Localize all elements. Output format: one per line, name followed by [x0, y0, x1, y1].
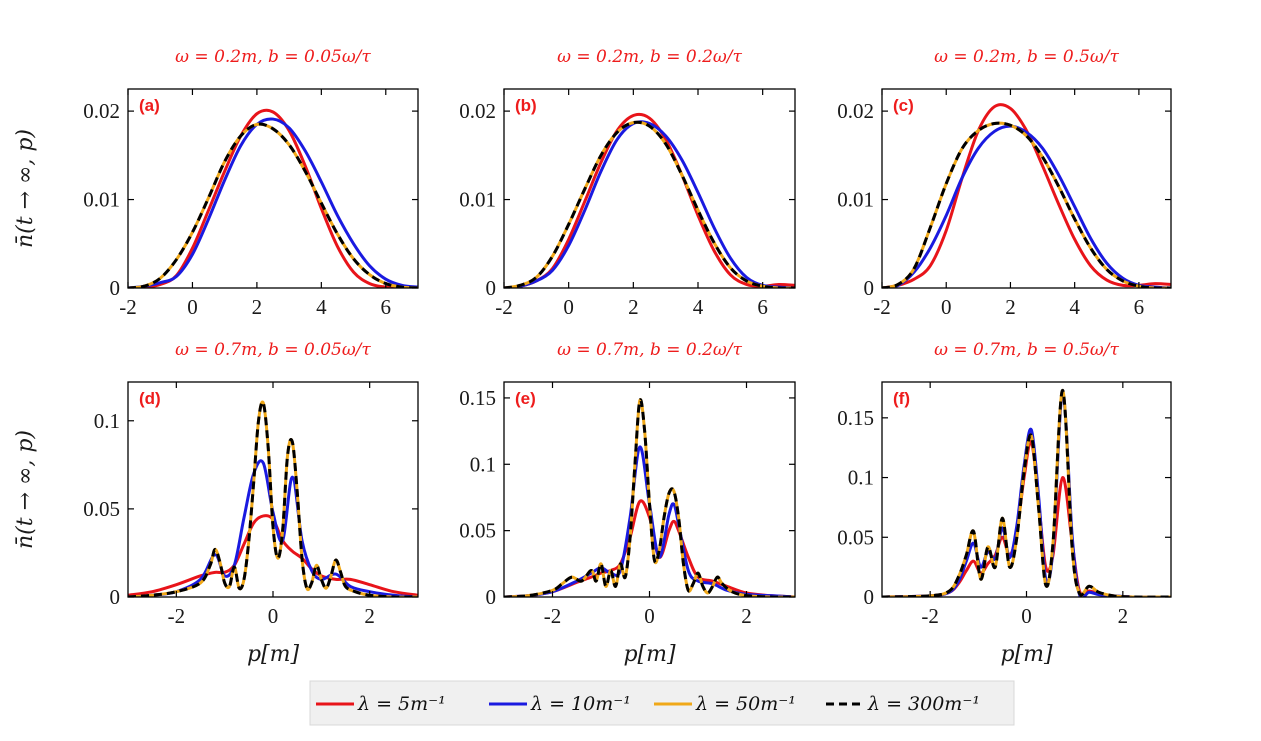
y-tick-label: 0: [486, 276, 497, 300]
panel-label: (a): [139, 96, 160, 115]
series-line: [128, 400, 418, 597]
y-tick-label: 0.05: [837, 525, 874, 549]
series-line: [504, 120, 795, 288]
x-tick-label: -2: [119, 295, 137, 319]
panel-title: ω = 0.7m, b = 0.5ω/τ: [934, 340, 1119, 360]
x-tick-label: -2: [495, 295, 513, 319]
x-tick-label: 2: [628, 295, 639, 319]
y-tick-label: 0.01: [83, 188, 120, 212]
y-tick-label: 0.01: [837, 188, 874, 212]
panel-f: ω = 0.7m, b = 0.5ω/τ -2 0 2 0 0.05 0.1 0.15 (f) p…: [837, 340, 1172, 667]
plot-area: [128, 89, 418, 288]
panel-title: ω = 0.2m, b = 0.05ω/τ: [175, 47, 371, 67]
legend-label: λ = 5m⁻¹: [357, 693, 446, 715]
y-tick-label: 0: [864, 585, 875, 609]
y-tick-label: 0.15: [459, 386, 496, 410]
x-tick-label: 0: [563, 295, 574, 319]
panel-label: (c): [893, 96, 914, 115]
series-line: [882, 124, 1171, 288]
x-tick-label: 4: [1069, 295, 1080, 319]
x-tick-label: 0: [1021, 604, 1032, 628]
x-tick-label: 4: [693, 295, 704, 319]
axes-frame: [127, 88, 419, 289]
x-tick-label: 0: [644, 604, 655, 628]
panel-label: (f): [893, 389, 910, 408]
legend-label: λ = 10m⁻¹: [530, 693, 631, 715]
legend-label: λ = 300m⁻¹: [867, 693, 980, 715]
axes-frame: [503, 88, 796, 289]
series-line: [128, 122, 418, 288]
y-tick-label: 0: [486, 585, 497, 609]
panel-d: ω = 0.7m, b = 0.05ω/τ -2 0 2 0 0.05 0.1 (d) n̄(t…: [13, 340, 419, 667]
x-tick-label: -2: [921, 604, 939, 628]
panel-title: ω = 0.7m, b = 0.2ω/τ: [557, 340, 742, 360]
x-tick-label: -2: [873, 295, 891, 319]
x-tick-label: -2: [544, 604, 562, 628]
series-line: [128, 117, 418, 288]
x-tick-label: 0: [187, 295, 198, 319]
y-tick-label: 0.15: [837, 406, 874, 430]
y-tick-label: 0.05: [83, 497, 120, 521]
y-tick-label: 0: [110, 276, 121, 300]
y-tick-label: 0.01: [459, 188, 496, 212]
x-tick-label: 2: [252, 295, 263, 319]
x-tick-label: 6: [381, 295, 392, 319]
x-tick-label: 0: [941, 295, 952, 319]
panel-title: ω = 0.7m, b = 0.05ω/τ: [175, 340, 371, 360]
panel-label: (e): [515, 389, 536, 408]
series-line: [882, 388, 1171, 597]
x-axis-label: p[m]: [247, 642, 300, 667]
panel-e: ω = 0.7m, b = 0.2ω/τ -2 0 2 0 0.05 0.1 0.15 (e) p…: [459, 340, 796, 667]
panel-label: (d): [139, 389, 161, 408]
series-line: [882, 121, 1171, 288]
x-tick-label: 2: [1005, 295, 1016, 319]
panel-a: ω = 0.2m, b = 0.05ω/τ-2 0 2 4 600.010.02 (a)n…: [13, 47, 419, 319]
x-tick-label: 6: [1134, 295, 1145, 319]
x-tick-label: 2: [1118, 604, 1129, 628]
plot-area: [882, 382, 1171, 597]
panel-b: ω = 0.2m, b = 0.2ω/τ-2 0 2 4 600.010.02 (b): [459, 47, 796, 319]
x-tick-label: 2: [741, 604, 752, 628]
series-line: [882, 392, 1171, 597]
series-line: [504, 120, 795, 288]
panel-c: ω = 0.2m, b = 0.5ω/τ-2 0 2 4 600.010.02 (c): [837, 47, 1172, 319]
y-tick-label: 0.1: [470, 452, 496, 476]
y-tick-label: 0: [864, 276, 875, 300]
y-axis-label: n̄(t → ∞, p): [13, 430, 38, 549]
x-tick-label: -2: [168, 604, 186, 628]
y-axis-label: n̄(t → ∞, p): [13, 129, 38, 248]
y-tick-label: 0.02: [837, 99, 874, 123]
y-tick-label: 0.1: [94, 409, 120, 433]
x-tick-label: 6: [757, 295, 768, 319]
panel-title: ω = 0.2m, b = 0.2ω/τ: [557, 47, 742, 67]
x-tick-label: 2: [364, 604, 375, 628]
panel-title: ω = 0.2m, b = 0.5ω/τ: [934, 47, 1119, 67]
x-tick-label: 0: [268, 604, 279, 628]
x-axis-label: p[m]: [623, 642, 676, 667]
y-tick-label: 0.1: [848, 466, 874, 490]
x-axis-label: p[m]: [1000, 642, 1053, 667]
panel-label: (b): [515, 96, 537, 115]
y-tick-label: 0.02: [459, 99, 496, 123]
axes-frame: [881, 88, 1172, 289]
legend: λ = 5m⁻¹ λ = 10m⁻¹ λ = 50m⁻¹ λ = 300m⁻¹: [309, 680, 1015, 726]
y-tick-label: 0: [110, 585, 121, 609]
plot-area: [882, 89, 1171, 288]
legend-label: λ = 50m⁻¹: [695, 693, 796, 715]
plot-area: [128, 382, 418, 597]
y-tick-label: 0.02: [83, 99, 120, 123]
x-tick-label: 4: [316, 295, 327, 319]
y-tick-label: 0.05: [459, 519, 496, 543]
series-line: [504, 398, 795, 597]
